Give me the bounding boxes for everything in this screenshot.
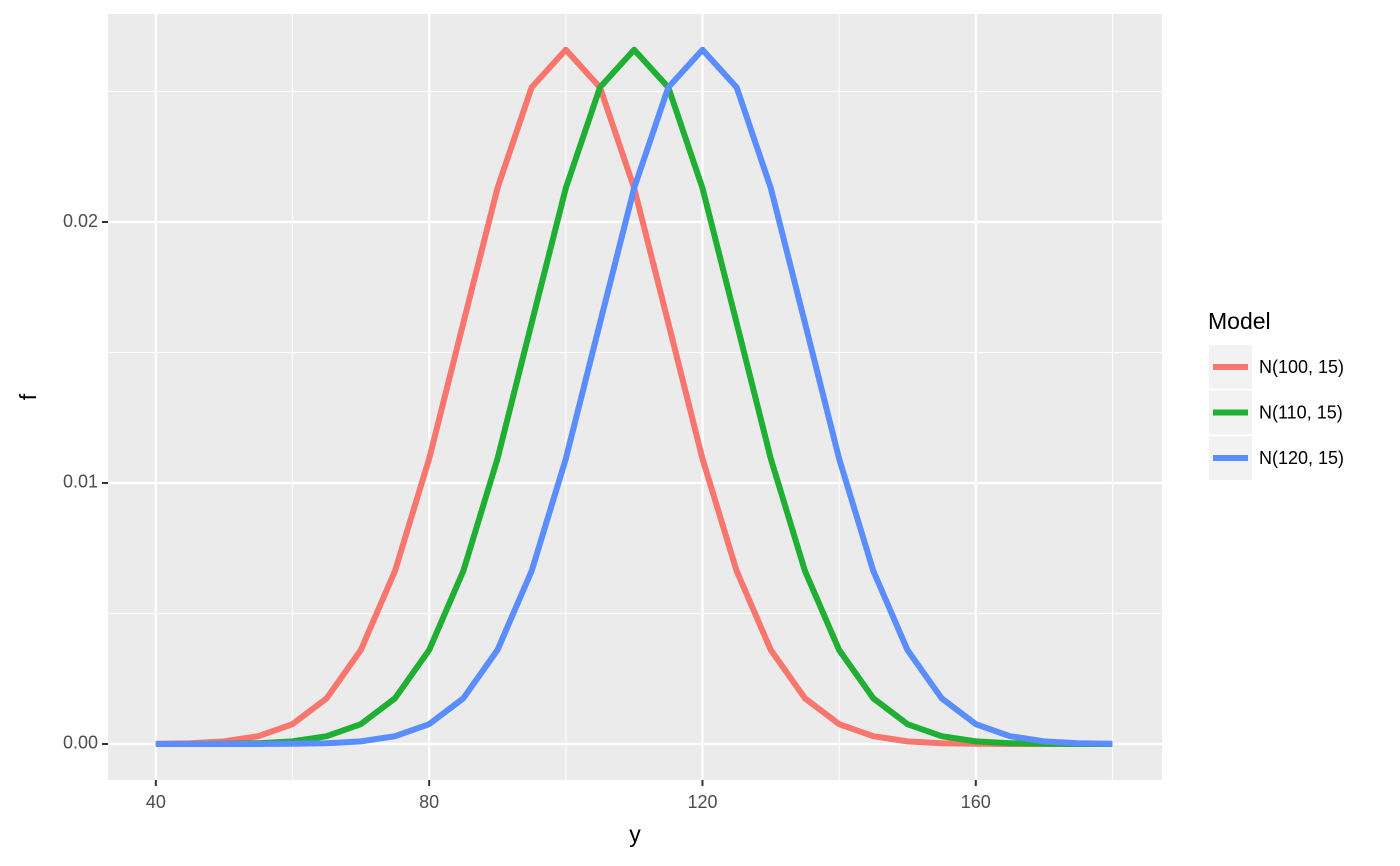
x-tick-label: 120 (687, 792, 717, 812)
x-tick-label: 40 (146, 792, 166, 812)
y-axis-title: f (15, 393, 41, 400)
x-tick-label: 80 (419, 792, 439, 812)
y-tick-label: 0.01 (63, 472, 98, 492)
density-line (155, 46, 1113, 747)
legend-label: N(120, 15) (1259, 448, 1344, 468)
legend: Model N(100, 15) N(110, 15) N(120, 15) (1208, 308, 1344, 480)
y-tick-label: 0.00 (63, 733, 98, 753)
legend-title: Model (1208, 308, 1271, 334)
panel (108, 14, 1162, 780)
legend-label: N(110, 15) (1259, 402, 1343, 422)
density-line (155, 46, 1113, 747)
legend-label: N(100, 15) (1259, 357, 1344, 377)
x-axis-title: y (629, 821, 641, 847)
y-tick-label: 0.02 (63, 211, 98, 231)
x-tick-label: 160 (961, 792, 991, 812)
